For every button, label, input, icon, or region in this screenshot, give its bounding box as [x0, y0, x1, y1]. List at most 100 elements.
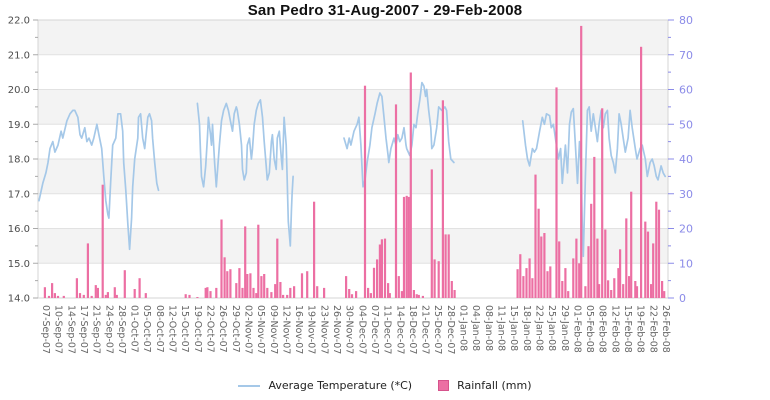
rainfall-bar — [657, 209, 661, 298]
rainfall-bar — [546, 271, 549, 298]
rainfall-bar — [397, 276, 400, 298]
rainfall-bar — [590, 203, 593, 298]
temperature-line-icon — [238, 384, 261, 387]
left-axis-label: 18.0 — [8, 155, 30, 166]
rainfall-bar — [53, 293, 56, 298]
rainfall-bar — [62, 295, 65, 298]
rainfall-bar — [350, 294, 354, 298]
legend-rainfall-label: Rainfall (mm) — [457, 379, 532, 392]
rainfall-bar — [537, 208, 540, 298]
rainfall-bar — [238, 268, 241, 298]
x-axis-date-label: 12-Oct-07 — [167, 305, 178, 353]
rainfall-bar — [282, 294, 285, 298]
rainfall-bar — [96, 287, 99, 298]
rainfall-bar — [587, 246, 590, 298]
x-axis-date-label: 16-Nov-07 — [293, 305, 304, 354]
rainfall-bar — [372, 267, 376, 298]
rainfall-bar — [661, 281, 664, 298]
left-axis-label: 15.0 — [8, 259, 30, 270]
rainfall-bar — [415, 294, 418, 298]
x-axis-date-label: 25-Jan-08 — [546, 305, 557, 351]
rainfall-bar — [444, 234, 447, 298]
left-axis-label: 20.0 — [8, 85, 30, 96]
x-axis-date-label: 14-Dec-07 — [394, 305, 405, 354]
x-axis-date-label: 17-Sep-07 — [78, 305, 89, 354]
rainfall-bar — [652, 243, 655, 298]
rainfall-bar — [345, 276, 348, 298]
rainfall-bar — [575, 238, 578, 298]
rainfall-bar — [613, 278, 616, 298]
right-axis-label: 80 — [679, 14, 693, 27]
x-axis-date-label: 08-Jan-08 — [483, 305, 494, 351]
rainfall-bar — [528, 258, 531, 298]
rainfall-bar — [646, 231, 650, 298]
x-axis-date-label: 01-Oct-07 — [129, 305, 140, 353]
rainfall-bar — [367, 287, 370, 298]
x-axis-date-label: 29-Jan-08 — [559, 305, 570, 351]
rainfall-bar — [226, 271, 229, 298]
rainfall-bar — [323, 287, 326, 298]
x-axis-date-label: 04-Dec-07 — [356, 305, 367, 354]
x-axis-date-label: 19-Oct-07 — [192, 305, 203, 353]
left-axis-label: 17.0 — [8, 189, 30, 200]
rainfall-bar — [113, 287, 116, 298]
rainfall-bar — [56, 295, 60, 298]
rainfall-bar — [90, 295, 93, 298]
rainfall-bar — [558, 241, 561, 298]
x-axis-date-label: 12-Nov-07 — [280, 305, 291, 354]
x-axis-date-label: 11-Dec-07 — [382, 305, 393, 354]
rainfall-bar — [289, 287, 292, 298]
rainfall-bar — [51, 283, 54, 298]
rainfall-bar — [369, 293, 372, 298]
legend-item-temperature: Average Temperature (*C) — [238, 379, 412, 392]
rainfall-bar — [644, 221, 647, 298]
rainfall-bar — [209, 291, 212, 298]
rainfall-bar — [363, 85, 367, 298]
rainfall-bar — [255, 293, 258, 298]
left-axis-label: 19.0 — [8, 120, 30, 131]
left-axis-label: 21.0 — [8, 50, 30, 61]
rainfall-bar — [567, 291, 570, 298]
chart-title: San Pedro 31-Aug-2007 - 29-Feb-2008 — [247, 2, 523, 19]
right-axis-label: 30 — [679, 188, 693, 201]
x-axis-date-label: 09-Nov-07 — [268, 305, 279, 354]
rainfall-bar — [348, 289, 351, 298]
rainfall-bar — [279, 282, 282, 298]
left-axis-label: 22.0 — [8, 16, 30, 27]
legend-temperature-label: Average Temperature (*C) — [268, 379, 413, 392]
rainfall-bar — [115, 294, 118, 298]
x-axis-date-label: 05-Feb-08 — [584, 305, 595, 353]
rainfall-bar — [630, 191, 633, 298]
rainfall-bar — [376, 259, 379, 298]
left-axis-label: 14.0 — [8, 294, 30, 305]
rainfall-bar — [138, 278, 141, 298]
rainfall-bar — [519, 254, 522, 298]
x-axis-date-label: 08-Feb-08 — [597, 305, 608, 353]
rainfall-bar — [534, 174, 537, 298]
rainfall-bar — [133, 289, 136, 298]
rainfall-bar — [215, 287, 218, 298]
rainfall-bar — [246, 274, 249, 298]
rainfall-bar — [204, 287, 207, 298]
rainfall-bar — [628, 276, 631, 298]
x-axis-date-label: 02-Nov-07 — [242, 305, 253, 354]
rainfall-bar — [619, 249, 622, 298]
x-axis-date-label: 22-Feb-08 — [647, 305, 658, 353]
rainfall-bar — [543, 233, 546, 298]
plot-band — [38, 20, 668, 55]
rainfall-bar — [286, 294, 289, 298]
x-axis-date-label: 26-Oct-07 — [217, 305, 228, 353]
rainfall-bar — [617, 268, 620, 298]
rainfall-bar — [252, 287, 255, 298]
rainfall-bar — [86, 243, 89, 298]
x-axis-date-label: 07-Sep-07 — [40, 305, 51, 354]
rainfall-bar — [43, 287, 46, 298]
rainfall-bar — [531, 278, 534, 298]
rainfall-bar — [101, 184, 104, 298]
rainfall-bar — [622, 284, 625, 298]
rainfall-bar — [596, 238, 599, 298]
x-axis-date-label: 01-Feb-08 — [571, 305, 582, 353]
rainfall-bar — [123, 270, 126, 298]
rainfall-bar — [580, 25, 583, 299]
